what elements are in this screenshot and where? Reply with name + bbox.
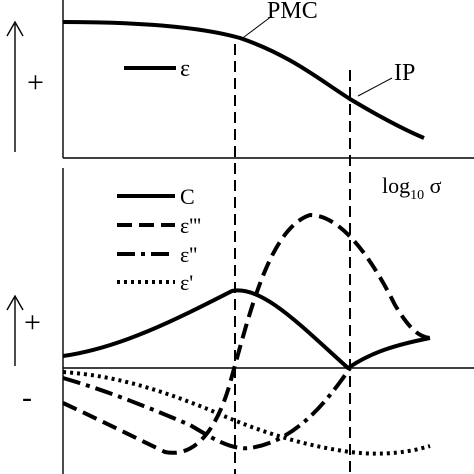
legend-eps1-label: ε'	[180, 270, 193, 295]
minus-sign: -	[22, 381, 32, 414]
legend-eps2-label: ε''	[180, 242, 197, 267]
top-plus-sign: +	[27, 66, 44, 99]
c-curve	[62, 288, 431, 370]
pmc-label: PMC	[267, 0, 318, 24]
pmc-leader-line	[239, 15, 273, 41]
bottom-plus-sign: +	[24, 306, 41, 339]
x-axis-label-subscript: 10	[410, 188, 424, 203]
ip-label: IP	[394, 60, 415, 86]
ip-leader-line	[357, 77, 393, 97]
top-legend: ε	[124, 56, 190, 82]
bottom-positive-arrow: +	[6, 294, 41, 366]
legend-c-label: C	[180, 184, 195, 209]
bottom-legend: C ε''' ε'' ε'	[117, 184, 201, 295]
bottom-panel	[62, 168, 474, 474]
x-axis-label: log10 σ	[382, 173, 442, 203]
epsilon-curve	[62, 20, 425, 140]
x-axis-label-base: log	[382, 173, 410, 198]
epsilon-triple-prime-curve	[62, 213, 433, 455]
top-panel	[62, 0, 474, 159]
legend-epsilon-label: ε	[180, 56, 190, 82]
x-axis-label-symbol: σ	[424, 173, 442, 198]
epsilon-prime-curve	[62, 370, 431, 456]
legend-eps3-label: ε'''	[180, 213, 201, 238]
epsilon-double-prime-curve	[62, 366, 352, 451]
top-positive-arrow: +	[6, 20, 44, 152]
